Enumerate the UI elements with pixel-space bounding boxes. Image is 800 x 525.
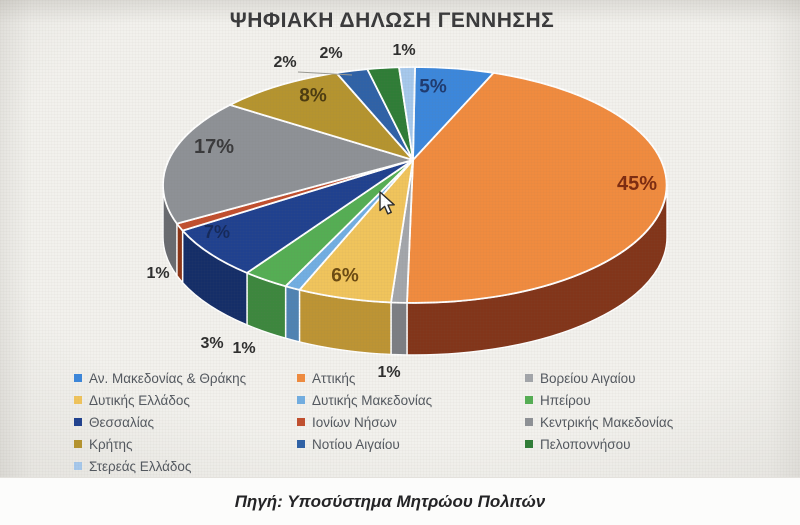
legend-label: Δυτικής Ελλάδος <box>89 392 190 408</box>
legend-label: Αν. Μακεδονίας & Θράκης <box>89 370 247 386</box>
legend-swatch-icon <box>525 374 533 382</box>
legend-label: Στερεάς Ελλάδος <box>89 458 192 474</box>
legend-item-2: Βορείου Αιγαίου <box>525 371 755 386</box>
data-label-4: 1% <box>232 340 256 357</box>
legend-label: Πελοποννήσου <box>540 436 631 452</box>
legend-item-11: Πελοποννήσου <box>525 437 755 452</box>
pie-slice-1 <box>406 72 668 304</box>
data-label-2: 1% <box>377 364 401 381</box>
legend-swatch-icon <box>297 374 305 382</box>
pie-chart <box>162 66 668 356</box>
legend-swatch-icon <box>74 396 82 404</box>
chart-area: ΨΗΦΙΑΚΗ ΔΗΛΩΣΗ ΓΕΝΝΗΣΗΣ 5% 45% 1% 6% 1% 3% 7% 1… <box>0 0 800 478</box>
legend-label: Δυτικής Μακεδονίας <box>312 392 433 408</box>
legend-label: Κρήτης <box>89 436 133 452</box>
legend-swatch-icon <box>525 396 533 404</box>
legend-item-3: Δυτικής Ελλάδος <box>74 393 297 408</box>
pie-slice-side-2 <box>390 301 408 356</box>
chart-title: ΨΗΦΙΑΚΗ ΔΗΛΩΣΗ ΓΕΝΝΗΣΗΣ <box>229 9 555 32</box>
legend-label: Βορείου Αιγαίου <box>540 370 636 386</box>
legend-label: Αττικής <box>312 370 356 386</box>
data-label-10: 2% <box>273 54 297 71</box>
data-label-0: 5% <box>419 76 447 98</box>
legend-item-0: Αν. Μακεδονίας & Θράκης <box>74 371 297 386</box>
legend-item-10: Νοτίου Αιγαίου <box>297 437 525 452</box>
data-label-5: 3% <box>200 335 224 352</box>
legend-item-8: Κεντρικής Μακεδονίας <box>525 415 755 430</box>
legend-item-5: Ηπείρου <box>525 393 755 408</box>
data-label-8: 17% <box>193 136 235 158</box>
data-label-3: 6% <box>331 265 359 287</box>
data-label-9: 8% <box>299 85 327 107</box>
legend-swatch-icon <box>525 418 533 426</box>
legend-swatch-icon <box>525 440 533 448</box>
pie-slice-side-4 <box>284 285 301 343</box>
pie-slice-6 <box>181 159 414 274</box>
legend-swatch-icon <box>297 396 305 404</box>
label-leader-line <box>297 71 353 76</box>
pie-slice-side-7 <box>176 222 184 284</box>
legend-item-4: Δυτικής Μακεδονίας <box>297 393 525 408</box>
legend-item-1: Αττικής <box>297 371 525 386</box>
data-label-12: 1% <box>392 42 416 59</box>
data-label-7: 1% <box>146 265 170 282</box>
legend-swatch-icon <box>297 418 305 426</box>
legend-swatch-icon <box>74 462 82 470</box>
legend-item-9: Κρήτης <box>74 437 297 452</box>
legend-label: Κεντρικής Μακεδονίας <box>540 414 674 430</box>
data-label-6: 7% <box>203 222 231 242</box>
legend-item-7: Ιονίων Νήσων <box>297 415 525 430</box>
legend-label: Θεσσαλίας <box>89 414 155 430</box>
legend-swatch-icon <box>297 440 305 448</box>
caption-bar: Πηγή: Υποσύστημα Μητρώου Πολιτών <box>0 477 800 525</box>
legend-item-12: Στερεάς Ελλάδος <box>74 459 297 474</box>
pie-slice-12 <box>398 66 416 161</box>
pie-slice-8 <box>162 104 414 225</box>
legend-swatch-icon <box>74 440 82 448</box>
legend-swatch-icon <box>74 374 82 382</box>
legend-label: Νοτίου Αιγαίου <box>312 436 400 452</box>
legend-label: Ιονίων Νήσων <box>312 414 397 430</box>
data-label-1: 45% <box>616 173 658 195</box>
source-caption: Πηγή: Υποσύστημα Μητρώου Πολιτών <box>234 491 546 511</box>
legend-item-6: Θεσσαλίας <box>74 415 297 430</box>
legend-label: Ηπείρου <box>540 392 591 408</box>
data-label-11: 2% <box>319 45 343 62</box>
chart-legend: Αν. Μακεδονίας & Θράκης Αττικής Βορείου Αι… <box>74 367 755 477</box>
legend-swatch-icon <box>74 418 82 426</box>
